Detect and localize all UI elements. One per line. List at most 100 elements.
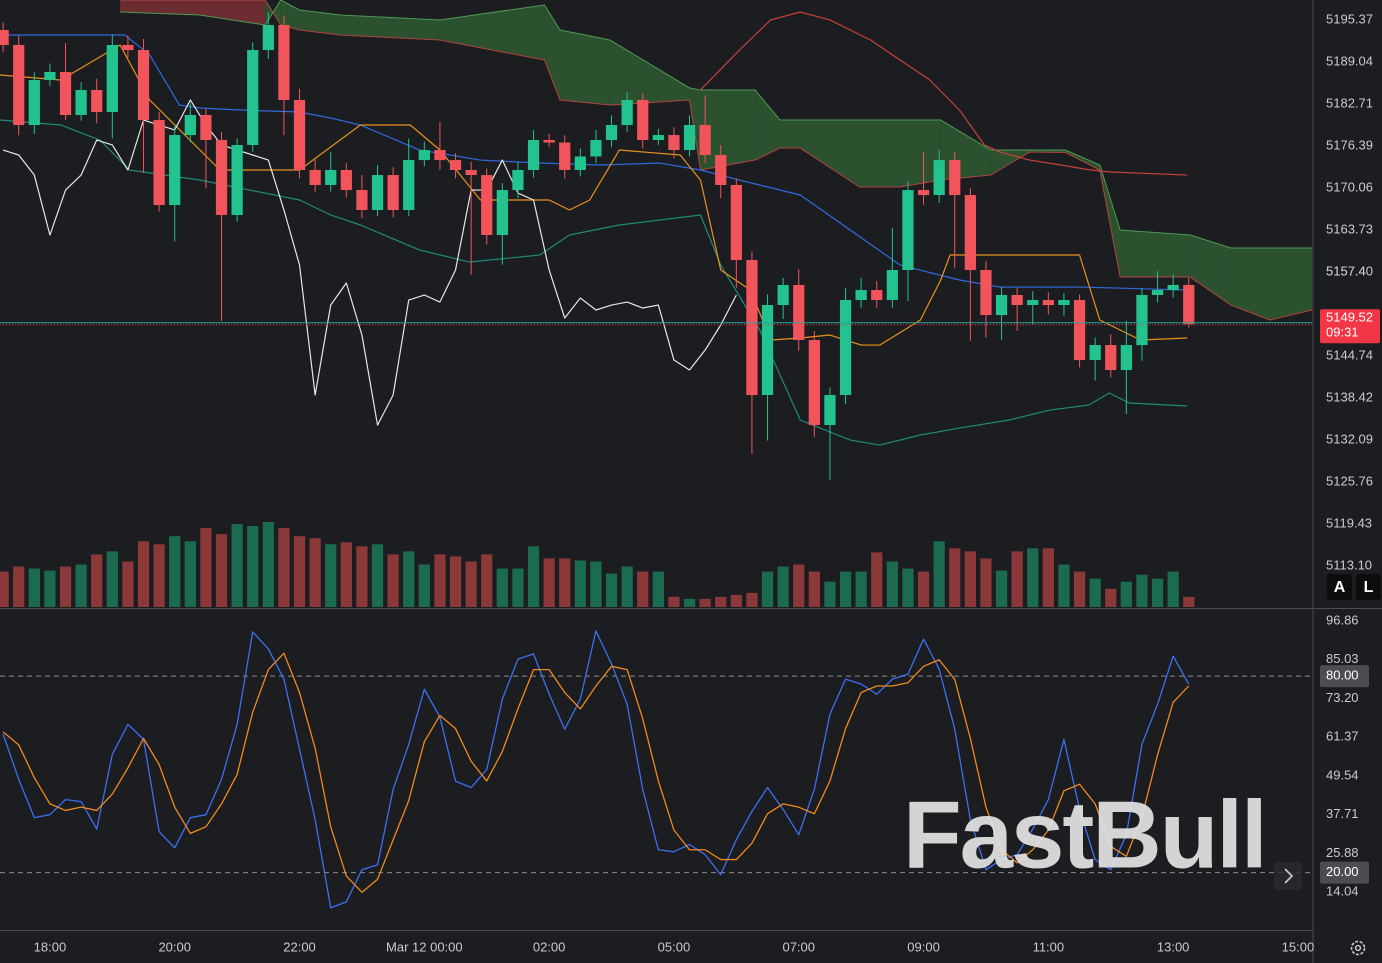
candle-body xyxy=(262,25,274,51)
cloud-segment xyxy=(544,4,561,100)
volume-bar xyxy=(153,544,165,607)
y-tick-label: 37.71 xyxy=(1326,806,1359,821)
candle-body xyxy=(44,71,56,81)
volume-bar xyxy=(637,571,649,607)
scroll-button-bg[interactable] xyxy=(1274,862,1302,890)
settings-button[interactable] xyxy=(1350,940,1366,956)
volume-bar xyxy=(200,528,212,607)
volume-bar xyxy=(1167,571,1179,607)
volume-bar xyxy=(137,541,150,607)
x-tick-label: 09:00 xyxy=(907,939,940,954)
candle-body xyxy=(75,89,87,115)
candle-body xyxy=(605,125,618,141)
candle-body xyxy=(496,190,508,236)
cloud-segment xyxy=(1065,150,1100,170)
cloud-segment xyxy=(280,0,300,30)
volume-bar xyxy=(371,544,384,607)
volume-bar xyxy=(122,561,134,607)
volume-bar xyxy=(293,536,306,607)
candle-body xyxy=(13,44,25,126)
volume-bar xyxy=(387,554,399,607)
candle-body xyxy=(793,284,805,340)
toolbar-button-label[interactable]: L xyxy=(1364,579,1374,596)
x-tick-label: 05:00 xyxy=(658,939,691,954)
candle-body xyxy=(1183,284,1195,325)
y-tick-label: 5125.76 xyxy=(1326,473,1373,488)
y-tick-label: 5182.71 xyxy=(1326,95,1373,110)
toolbar-button-label[interactable]: A xyxy=(1334,579,1346,596)
candle-body xyxy=(917,190,930,196)
candle-body xyxy=(28,80,40,126)
candle-body xyxy=(995,295,1008,316)
volume-bar xyxy=(231,524,243,607)
settings-gear-hub[interactable] xyxy=(1354,944,1362,952)
x-tick-label: 02:00 xyxy=(533,939,566,954)
scroll-button[interactable] xyxy=(1274,862,1302,890)
candle-body xyxy=(184,114,196,136)
volume-bar xyxy=(184,541,196,607)
scroll-arrow[interactable] xyxy=(1284,868,1294,884)
candle-body xyxy=(871,290,883,301)
volume-bar xyxy=(917,571,930,607)
candle-body xyxy=(1120,345,1132,371)
volume-bar xyxy=(449,556,462,607)
y-tick-label: 96.86 xyxy=(1326,612,1359,627)
candle-body xyxy=(683,125,696,151)
candle-body xyxy=(1058,300,1070,306)
volume-bar xyxy=(683,598,696,607)
toolbar-button[interactable] xyxy=(1356,574,1381,600)
cloud-segment xyxy=(340,15,440,41)
candle-body xyxy=(293,99,306,170)
candle-body xyxy=(621,99,633,126)
candle-body xyxy=(1011,295,1023,306)
y-tick-label: 85.03 xyxy=(1326,651,1359,666)
volume-bar xyxy=(746,592,758,607)
cloud-segment xyxy=(609,40,690,106)
candle-body xyxy=(761,305,774,396)
last-price-label: 5149.52 xyxy=(1326,310,1373,325)
cloud-segment xyxy=(755,89,781,161)
candle-body xyxy=(933,160,945,196)
level-label-bg xyxy=(1320,861,1369,884)
volume-bar xyxy=(839,571,852,607)
candle-body xyxy=(122,44,134,51)
candle-body xyxy=(839,300,852,396)
cloud-segment xyxy=(700,89,756,170)
candle-body xyxy=(590,140,602,157)
cloud-segment xyxy=(1230,248,1270,321)
volume-bar xyxy=(465,561,477,607)
volume-bar xyxy=(169,536,181,607)
settings-gear[interactable] xyxy=(1350,940,1366,956)
candle-body xyxy=(200,114,212,141)
y-tick-label: 49.54 xyxy=(1326,767,1359,782)
volume-bar xyxy=(1120,581,1132,607)
volume-bar xyxy=(605,573,618,607)
y-tick-label: 14.04 xyxy=(1326,884,1359,899)
candle-body xyxy=(1089,345,1101,361)
candle-body xyxy=(746,260,758,396)
cloud-segment xyxy=(299,10,341,36)
y-tick-label: 5189.04 xyxy=(1326,53,1373,68)
candle-body xyxy=(902,190,914,270)
volume-bar xyxy=(481,554,493,607)
candle-body xyxy=(465,169,477,176)
volume-bar xyxy=(902,568,914,607)
volume-bar xyxy=(309,538,321,607)
volume-bar xyxy=(871,552,883,607)
cloud-segment xyxy=(780,120,801,149)
candle-body xyxy=(699,125,711,156)
candle-body xyxy=(371,175,384,211)
cloud-span-a xyxy=(120,0,1312,249)
volume-bar xyxy=(75,564,87,607)
cloud-segment xyxy=(1269,248,1312,321)
toolbar-button[interactable] xyxy=(1327,574,1352,600)
volume-bar xyxy=(1151,578,1164,607)
volume-bar xyxy=(715,596,727,607)
price-pane xyxy=(0,0,1312,607)
y-tick-label: 25.88 xyxy=(1326,845,1359,860)
cloud-segment xyxy=(1190,235,1231,306)
volume-bar xyxy=(980,558,992,607)
volume-bar xyxy=(808,571,820,607)
volume-bar xyxy=(1042,548,1054,607)
volume-bar xyxy=(325,544,337,607)
